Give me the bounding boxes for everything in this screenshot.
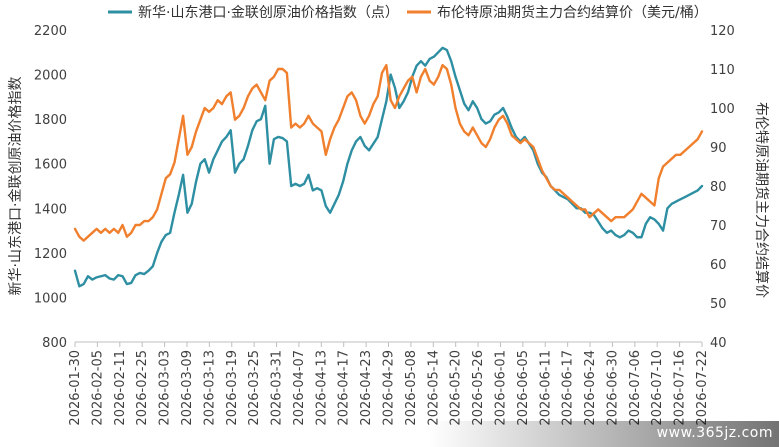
y-axis-left-title: 新华·山东港口·金联创原油价格指数 (8, 77, 24, 296)
x-tick-label: 2026-07-10 (650, 350, 665, 426)
x-tick-label: 2026-04-29 (382, 350, 397, 426)
x-tick-label: 2026-07-16 (673, 350, 688, 426)
x-tick-label: 2026-03-03 (158, 350, 173, 426)
x-tick-label: 2026-06-01 (493, 350, 508, 426)
x-tick-label: 2026-03-19 (225, 350, 240, 426)
legend-label-1: 新华·山东港口·金联创原油价格指数（点） (138, 5, 399, 21)
x-tick-label: 2026-07-06 (628, 350, 643, 426)
x-tick-label: 2026-06-24 (583, 350, 598, 426)
y-right-tick-label: 50 (710, 297, 727, 312)
y-right-tick-label: 60 (710, 258, 727, 273)
x-tick-label: 2026-03-09 (180, 350, 195, 426)
x-tick-label: 2026-03-13 (202, 350, 217, 426)
y-left-tick-label: 1600 (34, 158, 67, 173)
y-right-tick-label: 90 (710, 141, 727, 156)
x-tick-label: 2026-06-05 (516, 350, 531, 426)
x-tick-label: 2026-05-08 (404, 350, 419, 426)
legend-label-2: 布伦特原油期货主力合约结算价（美元/桶） (437, 4, 708, 21)
series-layer (73, 46, 704, 288)
x-tick-label: 2026-07-22 (695, 350, 710, 426)
x-tick-label: 2026-04-23 (359, 350, 374, 426)
x-tick-label: 2026-05-20 (449, 350, 464, 426)
x-tick-label: 2026-02-11 (113, 350, 128, 426)
y-left-tick-label: 2200 (34, 24, 67, 39)
series-line-2 (73, 63, 704, 242)
y-left-tick-label: 1000 (34, 291, 67, 306)
y-right-tick-label: 110 (710, 63, 735, 78)
y-right-tick-label: 100 (710, 102, 735, 117)
x-tick-label: 2026-05-26 (471, 350, 486, 426)
y-right-tick-label: 80 (710, 180, 727, 195)
axes: 800 1000 1200 1400 1600 1800 2000 2200 40 50 60 70 8… (34, 24, 735, 426)
x-tick-label: 2026-02-25 (135, 350, 150, 426)
x-tick-label: 2026-06-30 (605, 350, 620, 426)
x-tick-label: 2026-02-05 (90, 350, 105, 426)
x-tick-label: 2026-04-07 (292, 350, 307, 426)
y-left-tick-label: 2000 (34, 69, 67, 84)
y-right-tick-label: 70 (710, 219, 727, 234)
y-left-tick-label: 1200 (34, 247, 67, 262)
y-axis-right-title: 布伦特原油期货主力合约结算价 (753, 102, 770, 298)
watermark-text: www.365jz.com (656, 425, 773, 441)
watermark-band (0, 421, 779, 447)
x-tick-label: 2026-05-14 (426, 350, 441, 426)
x-tick-label: 2026-04-17 (337, 350, 352, 426)
x-tick-label: 2026-03-25 (247, 350, 262, 426)
x-tick-label: 2026-06-17 (561, 350, 576, 426)
y-left-tick-label: 1400 (34, 202, 67, 217)
x-tick-label: 2026-03-31 (270, 350, 285, 426)
legend: 新华·山东港口·金联创原油价格指数（点） 布伦特原油期货主力合约结算价（美元/桶） (108, 4, 708, 21)
y-left-tick-label: 800 (42, 336, 67, 351)
y-right-tick-label: 40 (710, 336, 727, 351)
x-tick-label: 2026-06-11 (538, 350, 553, 426)
y-left-tick-label: 1800 (34, 113, 67, 128)
x-tick-label: 2026-01-30 (68, 350, 83, 426)
x-tick-label: 2026-04-13 (314, 350, 329, 426)
y-right-tick-label: 120 (710, 24, 735, 39)
